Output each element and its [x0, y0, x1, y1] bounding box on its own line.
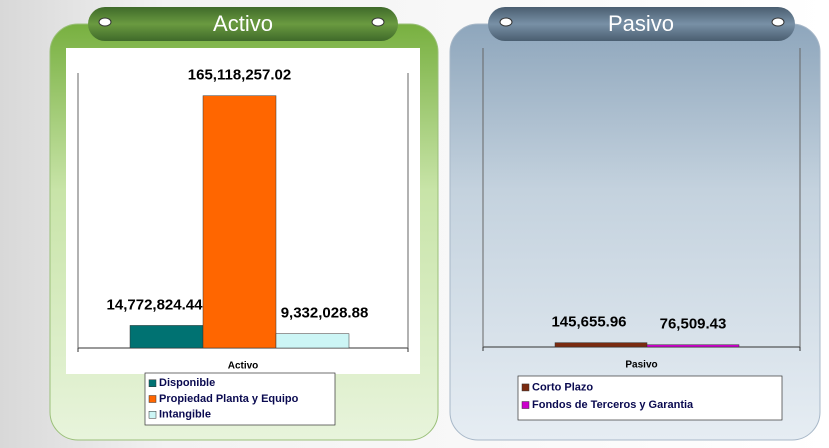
- bar: [129, 325, 204, 349]
- legend-label: Disponible: [159, 377, 215, 389]
- legend-swatch: [521, 401, 530, 409]
- chart-title: Activo: [213, 11, 273, 36]
- bar: [554, 342, 648, 348]
- legend-label: Corto Plazo: [532, 381, 593, 393]
- pill-dot: [771, 17, 785, 27]
- legend-label: Propiedad Planta y Equipo: [159, 393, 299, 405]
- header-pill: [88, 7, 398, 41]
- data-label: 76,509.43: [660, 316, 727, 333]
- bar: [202, 95, 277, 349]
- legend-swatch: [521, 383, 530, 392]
- bar: [275, 333, 350, 349]
- bar: [646, 344, 740, 348]
- data-label: 165,118,257.02: [188, 67, 291, 84]
- legend-box: [517, 375, 783, 421]
- pill-dot: [98, 17, 112, 27]
- x-tick-label: Pasivo: [625, 360, 657, 371]
- legend-swatch: [148, 379, 157, 387]
- data-label: 14,772,824.44: [107, 296, 204, 313]
- legend-swatch: [148, 395, 157, 403]
- x-tick-label: Activo: [228, 361, 259, 372]
- header-pill: [488, 7, 795, 41]
- legend-label: Intangible: [159, 409, 211, 421]
- pill-dot: [371, 17, 385, 27]
- data-label: 9,332,028.88: [281, 305, 369, 322]
- legend-swatch: [148, 411, 157, 419]
- legend-label: Fondos de Terceros y Garantia: [532, 399, 694, 411]
- charts: Activo 14,772,824.44 165,118,257.02 9,332,0…: [77, 11, 801, 426]
- legend-box: [144, 372, 336, 426]
- chart-title: Pasivo: [608, 11, 674, 36]
- data-label: 145,655.96: [551, 314, 626, 331]
- pill-dot: [499, 17, 513, 27]
